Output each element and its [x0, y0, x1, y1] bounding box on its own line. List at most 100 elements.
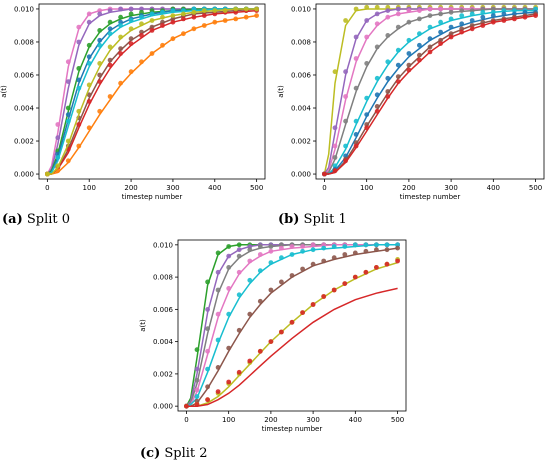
data-point [364, 122, 370, 127]
data-point [184, 403, 189, 409]
x-tick-label: 500 [529, 184, 542, 192]
data-point [97, 42, 103, 48]
axes-frame [315, 3, 545, 180]
data-point [55, 122, 61, 127]
y-tick-label: 0.004 [14, 105, 35, 113]
data-point [149, 51, 155, 56]
data-point [427, 13, 433, 18]
data-point [279, 329, 284, 335]
series-4 [322, 6, 538, 177]
data-point [448, 6, 454, 12]
x-tick-label: 100 [360, 184, 373, 192]
data-point [459, 13, 465, 18]
data-point [215, 287, 221, 293]
data-point [194, 394, 200, 399]
data-point [128, 6, 134, 12]
data-point [191, 9, 197, 15]
data-point [406, 19, 412, 25]
data-point [364, 125, 370, 131]
data-point [215, 389, 221, 394]
data-point [128, 36, 134, 42]
data-point [128, 18, 134, 23]
data-point [417, 42, 422, 48]
data-point [76, 77, 82, 83]
data-point [395, 242, 400, 248]
data-point [76, 143, 82, 149]
data-point [331, 255, 337, 261]
data-point [86, 42, 92, 48]
data-point [374, 92, 380, 98]
x-tick-label: 100 [83, 184, 96, 192]
data-point [352, 250, 358, 256]
data-point [76, 122, 82, 127]
series-8 [45, 6, 259, 177]
y-tick-label: 0.006 [291, 71, 312, 79]
chart-panel-1: 0 100 200 300 400 500 0.000 0.002 0.004 0.006 0.00… [277, 3, 545, 201]
data-point [417, 31, 422, 37]
data-point [459, 21, 465, 27]
data-point [427, 36, 433, 42]
data-point [86, 54, 92, 60]
data-point [374, 247, 379, 253]
data-point [438, 29, 443, 35]
data-point [343, 118, 348, 124]
data-point [76, 66, 82, 71]
data-point [181, 16, 186, 22]
data-point [222, 18, 228, 23]
data-point [438, 19, 443, 25]
data-point [118, 51, 123, 56]
data-point [118, 34, 123, 40]
data-point [353, 6, 359, 12]
data-point [107, 26, 113, 32]
data-point [343, 18, 348, 23]
data-point [226, 265, 232, 270]
data-point [501, 18, 507, 23]
data-point [395, 47, 401, 53]
data-point [533, 6, 538, 12]
data-point [438, 37, 443, 43]
data-point [353, 132, 359, 137]
data-point [385, 89, 391, 94]
data-point [342, 244, 348, 249]
data-point [139, 29, 144, 35]
data-point [226, 286, 232, 291]
data-point [107, 94, 113, 99]
data-point [385, 14, 391, 20]
data-point [469, 8, 475, 14]
data-point [76, 85, 82, 91]
x-tick-label: 400 [349, 416, 362, 424]
data-point [160, 9, 165, 15]
data-point [107, 19, 113, 25]
data-point [490, 19, 496, 25]
data-point [65, 158, 71, 164]
data-point [417, 57, 422, 63]
data-point [364, 95, 370, 101]
data-point [194, 366, 200, 372]
data-point [321, 245, 327, 251]
data-point [353, 143, 359, 149]
data-point [205, 279, 211, 285]
data-point [469, 11, 475, 17]
x-tick-label: 400 [208, 184, 221, 192]
data-point [257, 268, 263, 274]
data-point [191, 6, 197, 12]
data-point [212, 11, 218, 17]
data-point [107, 44, 113, 50]
data-point [385, 8, 391, 14]
y-axis-label: a(t) [0, 85, 8, 98]
data-point [533, 13, 538, 18]
data-point [279, 245, 284, 251]
caption-a: (a) Split 0 [2, 212, 70, 227]
data-point [107, 8, 113, 14]
data-point [480, 19, 486, 25]
y-tick-label: 0.008 [291, 38, 311, 46]
data-point [215, 337, 221, 343]
data-point [469, 18, 475, 23]
data-point [343, 69, 348, 75]
y-tick-label: 0.006 [153, 306, 174, 314]
data-point [427, 49, 433, 55]
data-point [384, 247, 390, 253]
x-axis-label: timestep number [400, 193, 461, 201]
data-point [490, 6, 496, 12]
data-point [236, 369, 242, 375]
